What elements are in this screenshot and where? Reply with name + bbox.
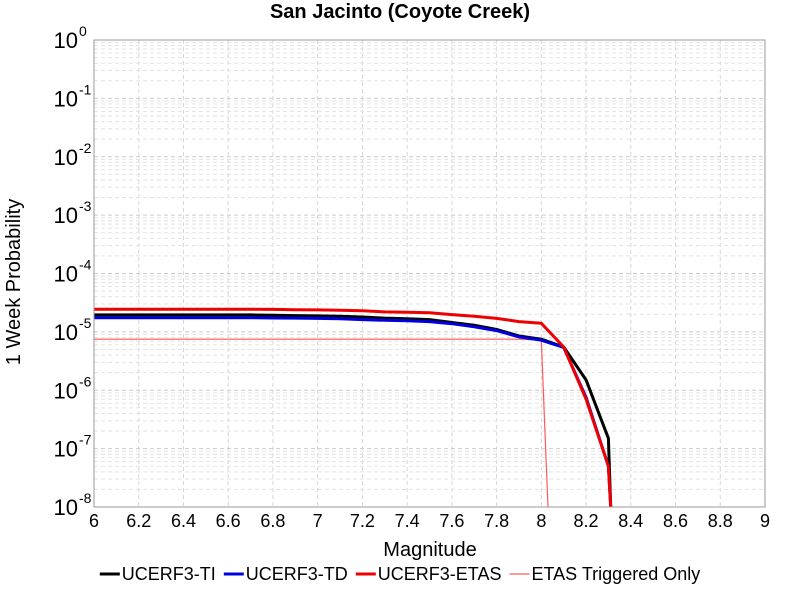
legend-label: UCERF3-TI (122, 564, 216, 584)
y-tick-base: 10 (54, 86, 78, 111)
y-tick-base: 10 (54, 145, 78, 170)
x-tick-label: 6.4 (171, 511, 196, 531)
x-axis-ticks: 6 6.2 6.4 6.6 6.8 7 7.2 7.4 7.6 7.8 8 8.2 8.4 8.6 8.8 9 (89, 511, 770, 531)
grid (93, 39, 766, 508)
x-tick-label: 8 (536, 511, 546, 531)
y-tick-exponent: -7 (79, 432, 92, 448)
x-tick-label: 8.6 (663, 511, 688, 531)
y-tick-label: 10 -3 (54, 198, 92, 228)
y-tick-label: 10 -5 (54, 315, 92, 345)
x-axis-label: Magnitude (383, 539, 476, 561)
x-tick-label: 7.2 (350, 511, 375, 531)
y-tick-exponent: -2 (79, 140, 92, 156)
y-tick-exponent: -1 (79, 81, 92, 97)
legend-item: UCERF3-TI (99, 564, 216, 584)
series-line-etas-triggered-only (94, 338, 549, 508)
y-axis-label: 1 Week Probability (3, 199, 25, 365)
x-tick-label: 7.4 (395, 511, 420, 531)
series-line-ucerf3-etas (94, 307, 613, 508)
series-line-ucerf3-td (94, 316, 613, 508)
y-tick-exponent: -8 (79, 490, 92, 506)
x-tick-label: 9 (760, 511, 770, 531)
x-tick-label: 7.8 (484, 511, 509, 531)
legend-item: UCERF3-TD (223, 564, 348, 584)
legend-item: ETAS Triggered Only (509, 564, 701, 584)
x-tick-label: 8.8 (708, 511, 733, 531)
y-tick-base: 10 (54, 437, 78, 462)
x-tick-label: 7.6 (439, 511, 464, 531)
y-tick-label: 10 -8 (54, 490, 92, 520)
series-layer (94, 307, 613, 508)
series-line-ucerf3-ti (94, 313, 613, 508)
x-tick-label: 6 (89, 511, 99, 531)
x-tick-label: 8.4 (618, 511, 643, 531)
legend-label: UCERF3-ETAS (378, 564, 502, 584)
x-tick-label: 6.2 (126, 511, 151, 531)
y-tick-exponent: 0 (79, 23, 87, 39)
legend-item: UCERF3-ETAS (355, 564, 502, 584)
plot-area (93, 39, 766, 508)
y-tick-exponent: -3 (79, 198, 92, 214)
y-tick-label: 10 -2 (54, 140, 92, 170)
y-tick-exponent: -5 (79, 315, 92, 331)
x-tick-label: 8.2 (574, 511, 599, 531)
y-tick-base: 10 (54, 320, 78, 345)
x-tick-label: 7 (313, 511, 323, 531)
legend: UCERF3-TI UCERF3-TD UCERF3-ETAS ETAS Trigge… (99, 564, 701, 584)
legend-label: ETAS Triggered Only (532, 564, 701, 584)
x-tick-label: 6.6 (216, 511, 241, 531)
y-tick-label: 10 -6 (54, 373, 92, 403)
y-tick-base: 10 (54, 495, 78, 520)
y-tick-label: 10 0 (54, 23, 87, 53)
y-tick-exponent: -6 (79, 373, 92, 389)
y-tick-label: 10 -1 (54, 81, 92, 111)
y-tick-base: 10 (54, 378, 78, 403)
y-tick-exponent: -4 (79, 257, 92, 273)
y-tick-label: 10 -4 (54, 257, 92, 287)
y-tick-base: 10 (54, 262, 78, 287)
chart-title: San Jacinto (Coyote Creek) (270, 1, 530, 23)
legend-label: UCERF3-TD (246, 564, 348, 584)
y-tick-base: 10 (54, 203, 78, 228)
y-tick-base: 10 (54, 28, 78, 53)
x-tick-label: 6.8 (260, 511, 285, 531)
y-tick-label: 10 -7 (54, 432, 92, 462)
